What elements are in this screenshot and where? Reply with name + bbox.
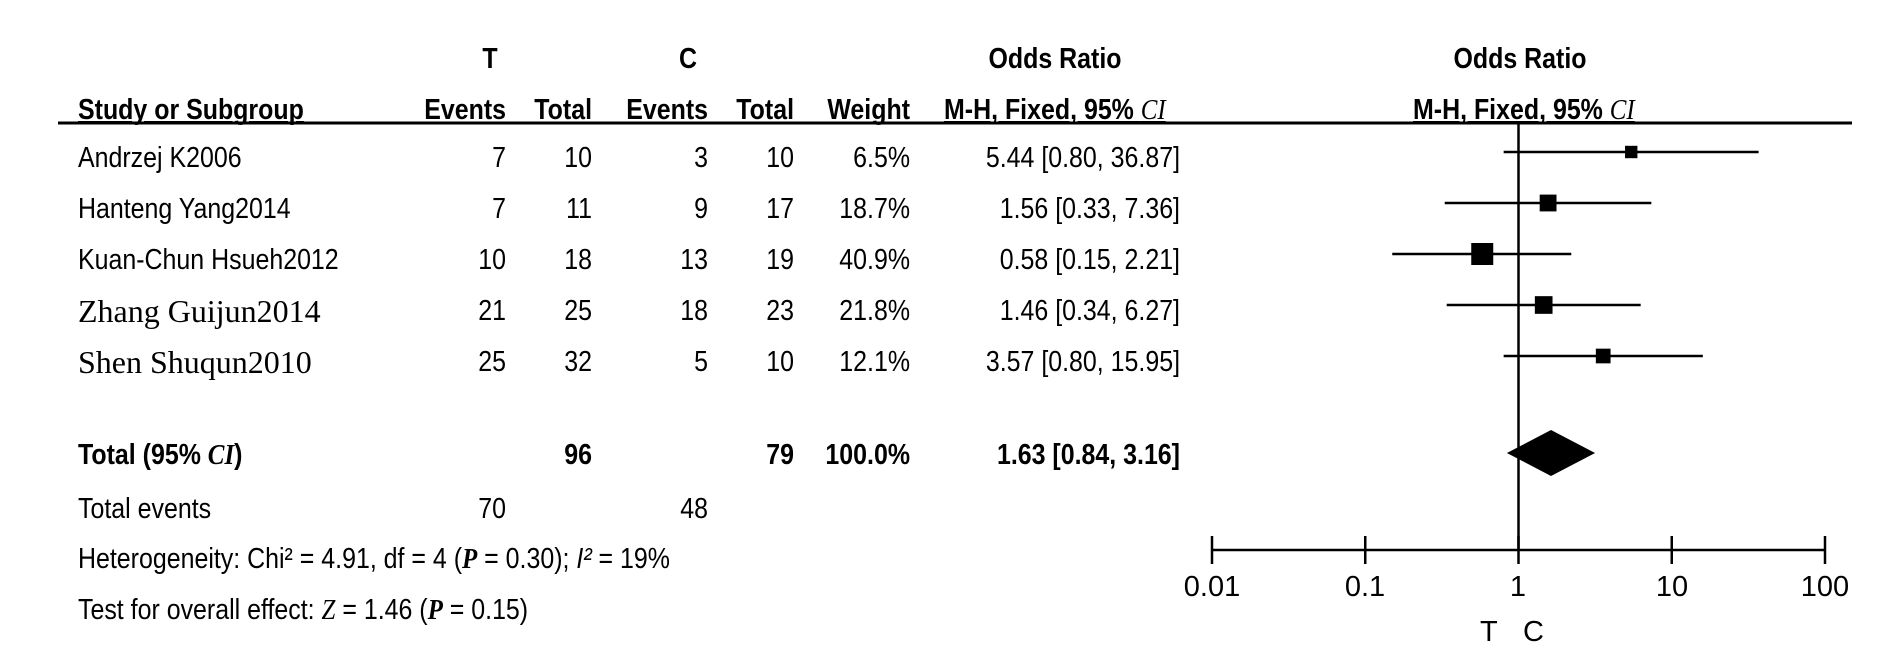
tick-label: 0.1 xyxy=(1344,571,1386,603)
events-t: 25 xyxy=(478,346,506,378)
events-c: 18 xyxy=(680,295,708,327)
study-effect-box xyxy=(1595,348,1611,364)
or-text: 1.56 [0.33, 7.36] xyxy=(999,193,1180,225)
total-label: Total (95% CI) xyxy=(78,439,243,471)
study-name: Zhang Guijun2014 xyxy=(78,293,321,329)
weight: 12.1% xyxy=(839,346,910,378)
study-effect-box xyxy=(1539,194,1557,212)
weight: 18.7% xyxy=(839,193,910,225)
events-t: 7 xyxy=(492,142,506,174)
group-header-t: T xyxy=(482,43,498,75)
total-c-value: 79 xyxy=(766,439,794,471)
method-plot-header: M-H, Fixed, 95% CI xyxy=(1413,94,1635,126)
method-table-header: M-H, Fixed, 95% CI xyxy=(944,94,1166,126)
total-or-text: 1.63 [0.84, 3.16] xyxy=(996,439,1180,471)
total-weight: 100.0% xyxy=(825,439,910,471)
total-c: 10 xyxy=(766,142,794,174)
heterogeneity-text: Heterogeneity: Chi² = 4.91, df = 4 (P = … xyxy=(78,543,670,575)
tick-label: 0.01 xyxy=(1183,571,1241,603)
total-c: 19 xyxy=(766,244,794,276)
total-t: 10 xyxy=(564,142,592,174)
tick-label: 10 xyxy=(1655,571,1689,603)
pooled-diamond xyxy=(1506,430,1596,476)
weight: 6.5% xyxy=(853,142,910,174)
weight: 40.9% xyxy=(839,244,910,276)
events-c: 13 xyxy=(680,244,708,276)
tick-label: 1 xyxy=(1509,571,1527,603)
odds-ratio-plot-header: Odds Ratio xyxy=(1453,43,1587,75)
total-c: 10 xyxy=(766,346,794,378)
or-text: 0.58 [0.15, 2.21] xyxy=(999,244,1180,276)
or-text: 5.44 [0.80, 36.87] xyxy=(985,142,1180,174)
study-effect-box xyxy=(1471,243,1494,265)
events-t: 7 xyxy=(492,193,506,225)
events-c: 3 xyxy=(694,142,708,174)
favours-right-label: C xyxy=(1523,616,1544,648)
events-c-header: Events xyxy=(626,94,708,126)
total-t: 25 xyxy=(564,295,592,327)
or-text: 1.46 [0.34, 6.27] xyxy=(999,295,1180,327)
total-c: 23 xyxy=(766,295,794,327)
weight: 21.8% xyxy=(839,295,910,327)
total-c-header: Total xyxy=(736,94,794,126)
study-column-header: Study or Subgroup xyxy=(78,94,304,126)
events-c: 9 xyxy=(694,193,708,225)
study-name: Andrzej K2006 xyxy=(78,142,242,174)
total-c: 17 xyxy=(766,193,794,225)
total-events-c: 48 xyxy=(680,493,708,525)
odds-ratio-table-header: Odds Ratio xyxy=(988,43,1122,75)
total-t: 18 xyxy=(564,244,592,276)
study-effect-box xyxy=(1534,296,1553,314)
group-header-c: C xyxy=(678,43,698,75)
total-t-header: Total xyxy=(534,94,592,126)
tick-label: 100 xyxy=(1800,571,1850,603)
study-name: Hanteng Yang2014 xyxy=(78,193,291,225)
study-name: Shen Shuqun2010 xyxy=(78,344,312,380)
study-effect-box xyxy=(1625,145,1638,159)
total-t: 11 xyxy=(566,193,592,225)
events-c: 5 xyxy=(694,346,708,378)
weight-header: Weight xyxy=(827,94,910,126)
study-name: Kuan-Chun Hsueh2012 xyxy=(78,244,339,276)
overall-effect-text: Test for overall effect: Z = 1.46 (P = 0… xyxy=(78,594,529,626)
favours-left-label: T xyxy=(1480,616,1498,648)
total-events-t: 70 xyxy=(478,493,506,525)
events-t: 21 xyxy=(478,295,506,327)
events-t: 10 xyxy=(478,244,506,276)
or-text: 3.57 [0.80, 15.95] xyxy=(985,346,1180,378)
events-t-header: Events xyxy=(424,94,506,126)
total-t-value: 96 xyxy=(564,439,592,471)
total-events-label: Total events xyxy=(78,493,212,525)
total-t: 32 xyxy=(564,346,592,378)
